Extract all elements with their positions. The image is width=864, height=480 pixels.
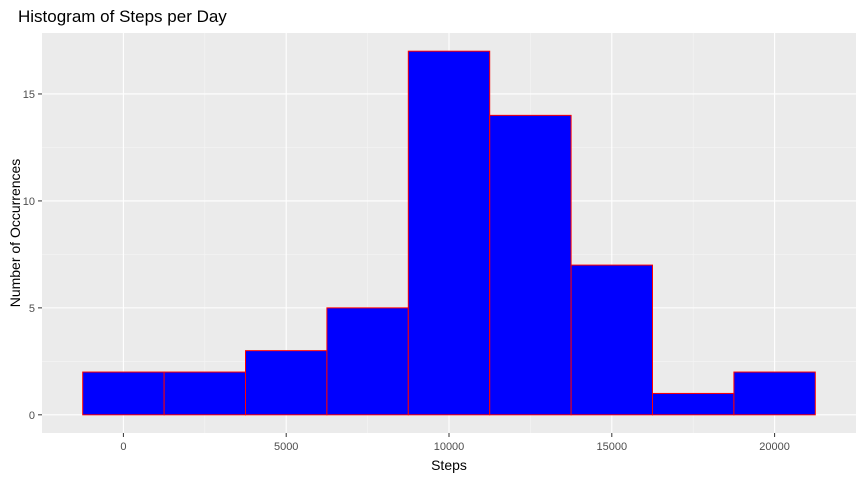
histogram-bar-2 [163,371,247,416]
x-tick-label: 15000 [597,441,628,453]
histogram-bar-5 [407,50,491,416]
histogram-bar-9 [733,371,816,416]
x-tick-label: 20000 [759,441,790,453]
x-axis: 0 5000 10000 15000 20000 [120,433,790,453]
x-tick-label: 0 [120,441,126,453]
x-axis-title: Steps [431,457,467,473]
histogram-bar-7 [570,264,653,416]
histogram-bar-6 [489,114,572,416]
y-tick-label: 15 [23,89,35,101]
histogram-bar-3 [245,350,328,416]
chart-title: Histogram of Steps per Day [18,7,227,26]
y-axis-title: Number of Occurrences [7,159,23,308]
histogram-bar-4 [326,307,409,416]
x-tick-label: 10000 [434,441,465,453]
y-axis: 0 5 10 15 [23,89,42,422]
y-tick-label: 5 [29,303,35,315]
histogram-bars [82,50,816,416]
y-tick-label: 0 [29,410,35,422]
histogram-bar-8 [652,392,735,416]
histogram-bar-1 [82,371,165,416]
y-tick-label: 10 [23,196,35,208]
x-tick-label: 5000 [274,441,298,453]
